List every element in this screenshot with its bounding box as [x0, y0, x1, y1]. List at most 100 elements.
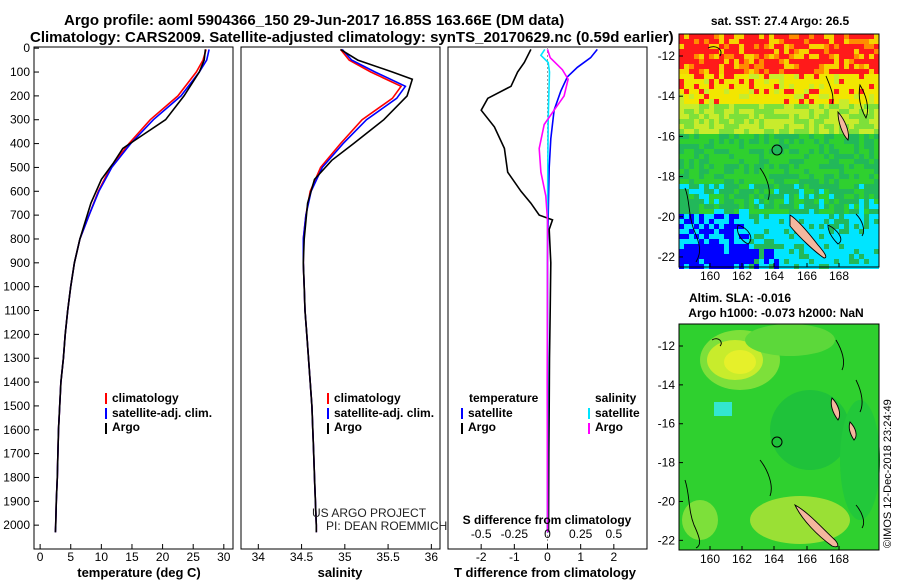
sst-cell — [864, 254, 869, 259]
sst-cell — [694, 209, 699, 214]
sst-cell — [754, 144, 759, 149]
sst-cell — [699, 34, 704, 39]
sst-cell — [819, 199, 824, 204]
sst-cell — [769, 199, 774, 204]
sst-cell — [734, 159, 739, 164]
sst-cell — [864, 94, 869, 99]
sst-cell — [779, 224, 784, 229]
legend-salinity-title: salinity — [595, 391, 637, 405]
sst-cell — [709, 194, 714, 199]
sst-cell — [694, 244, 699, 249]
sst-cell — [864, 149, 869, 154]
sst-cell — [679, 199, 684, 204]
sst-cell — [689, 139, 694, 144]
sst-cell — [724, 134, 729, 139]
sst-cell — [789, 229, 794, 234]
sst-cell — [679, 99, 684, 104]
sst-cell — [859, 184, 864, 189]
sst-cell — [769, 174, 774, 179]
sst-cell — [684, 39, 689, 44]
sst-cell — [799, 184, 804, 189]
map-y-tick-label: -12 — [658, 339, 676, 353]
sst-cell — [824, 84, 829, 89]
sst-cell — [754, 59, 759, 64]
sst-cell — [689, 199, 694, 204]
salinity-x-ticks: 34 34.5 35 35.5 36 — [252, 544, 438, 564]
sst-cell — [754, 169, 759, 174]
sst-cell — [684, 204, 689, 209]
sst-cell — [849, 129, 854, 134]
sst-cell — [799, 39, 804, 44]
sst-cell — [724, 94, 729, 99]
x-tick-label: 0 — [544, 550, 551, 564]
sst-cell — [709, 149, 714, 154]
sst-cell — [749, 209, 754, 214]
sst-cell — [744, 114, 749, 119]
sst-cell — [719, 54, 724, 59]
sst-cell — [859, 154, 864, 159]
y-tick-label: 300 — [10, 113, 30, 127]
sst-cell — [809, 189, 814, 194]
sst-cell — [734, 189, 739, 194]
sst-cell — [744, 59, 749, 64]
sst-cell — [854, 109, 859, 114]
sst-cell — [794, 204, 799, 209]
sst-cell — [784, 159, 789, 164]
sst-cell — [874, 239, 879, 244]
sst-cell — [854, 259, 859, 264]
sst-cell — [844, 139, 849, 144]
sst-cell — [819, 89, 824, 94]
sst-cell — [719, 74, 724, 79]
sst-cell — [759, 169, 764, 174]
sst-cell — [864, 119, 869, 124]
sst-cell — [734, 139, 739, 144]
sst-cell — [724, 124, 729, 129]
sst-cell — [759, 239, 764, 244]
sst-cell — [834, 34, 839, 39]
sst-cell — [804, 174, 809, 179]
sst-cell — [714, 229, 719, 234]
sst-cell — [839, 49, 844, 54]
sst-cell — [769, 139, 774, 144]
sst-cell — [824, 254, 829, 259]
sst-cell — [684, 99, 689, 104]
x-tick-label: 35.5 — [376, 550, 400, 564]
sst-cell — [789, 44, 794, 49]
sst-cell — [789, 114, 794, 119]
sst-cell — [779, 129, 784, 134]
sst-cell — [689, 54, 694, 59]
sst-cell — [839, 44, 844, 49]
sst-cell — [719, 244, 724, 249]
sst-cell — [714, 124, 719, 129]
sst-cell — [749, 69, 754, 74]
series-line-climatology — [54, 49, 207, 533]
sst-cell — [869, 204, 874, 209]
sst-cell — [724, 74, 729, 79]
sst-cell — [809, 79, 814, 84]
sst-cell — [869, 144, 874, 149]
sst-cell — [794, 134, 799, 139]
sst-cell — [739, 219, 744, 224]
sst-cell — [789, 169, 794, 174]
sst-cell — [799, 84, 804, 89]
sst-cell — [804, 89, 809, 94]
sst-cell — [834, 259, 839, 264]
sst-cell — [689, 234, 694, 239]
sst-cell — [839, 99, 844, 104]
sst-cell — [869, 34, 874, 39]
sst-cell — [754, 229, 759, 234]
sst-cell — [709, 124, 714, 129]
sst-cell — [824, 159, 829, 164]
sst-cell — [764, 229, 769, 234]
sst-cell — [824, 164, 829, 169]
sst-cell — [869, 54, 874, 59]
sst-cell — [844, 119, 849, 124]
sst-cell — [759, 54, 764, 59]
sst-cell — [769, 84, 774, 89]
sst-cell — [764, 34, 769, 39]
imos-credit: ©IMOS 12-Dec-2018 23:24:49 — [882, 399, 894, 548]
sst-cell — [854, 34, 859, 39]
x-tick-label: -2 — [476, 550, 487, 564]
sst-coastlines — [684, 46, 869, 263]
sst-cell — [824, 169, 829, 174]
